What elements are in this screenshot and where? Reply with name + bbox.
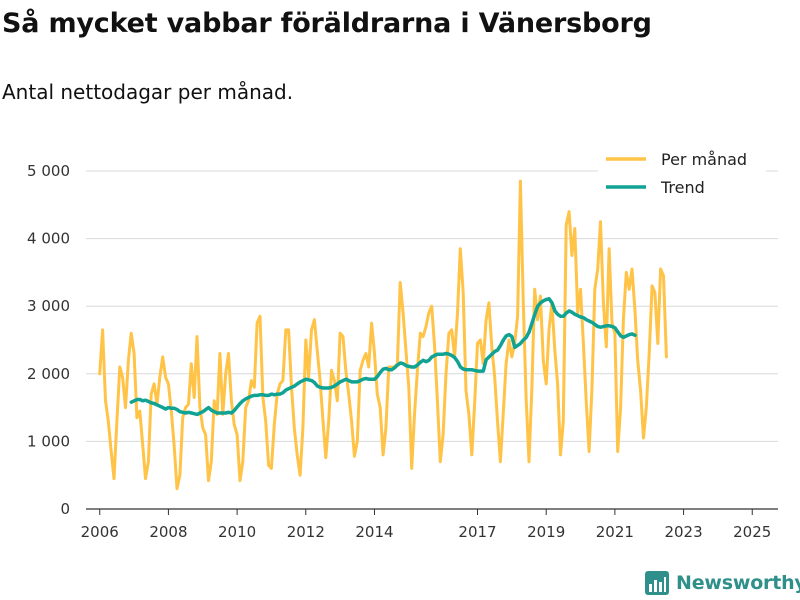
chart-subtitle: Antal nettodagar per månad. [2, 80, 294, 104]
x-tick-label: 2014 [355, 523, 393, 541]
legend-background [598, 146, 766, 202]
y-tick-label: 1 000 [27, 432, 70, 450]
x-tick-label: 2010 [218, 523, 256, 541]
series-line-per-manad [98, 179, 668, 491]
x-tick-label: 2017 [458, 523, 496, 541]
x-tick-label: 2006 [81, 523, 119, 541]
y-tick-label: 3 000 [27, 297, 70, 315]
y-tick-label: 2 000 [27, 365, 70, 383]
x-tick-label: 2019 [527, 523, 565, 541]
x-axis: 2006 2008 2010 2012 2014 2017 2019 2021 2023 2025 [81, 508, 778, 541]
chart-title: Så mycket vabbar föräldrarna i Vänersbor… [2, 8, 652, 39]
legend-label-trend: Trend [660, 178, 705, 197]
brand-name: Newsworthy [676, 572, 800, 594]
x-tick-label: 2012 [287, 523, 325, 541]
legend: Per månad Trend [598, 146, 766, 202]
y-tick-label: 4 000 [27, 230, 70, 248]
series-lines [98, 179, 668, 491]
y-tick-label: 5 000 [27, 162, 70, 180]
x-tick-label: 2021 [596, 523, 634, 541]
legend-label-per-manad: Per månad [661, 150, 747, 169]
x-tick-label: 2023 [664, 523, 702, 541]
y-axis: 0 1 000 2 000 3 000 4 000 5 000 [27, 162, 70, 518]
x-tick-label: 2025 [733, 523, 771, 541]
y-tick-label: 0 [60, 500, 70, 518]
x-tick-label: 2008 [149, 523, 187, 541]
newsworthy-logo-icon [645, 571, 669, 595]
series-line-trend [129, 297, 637, 417]
brand: Newsworthy [644, 570, 800, 596]
